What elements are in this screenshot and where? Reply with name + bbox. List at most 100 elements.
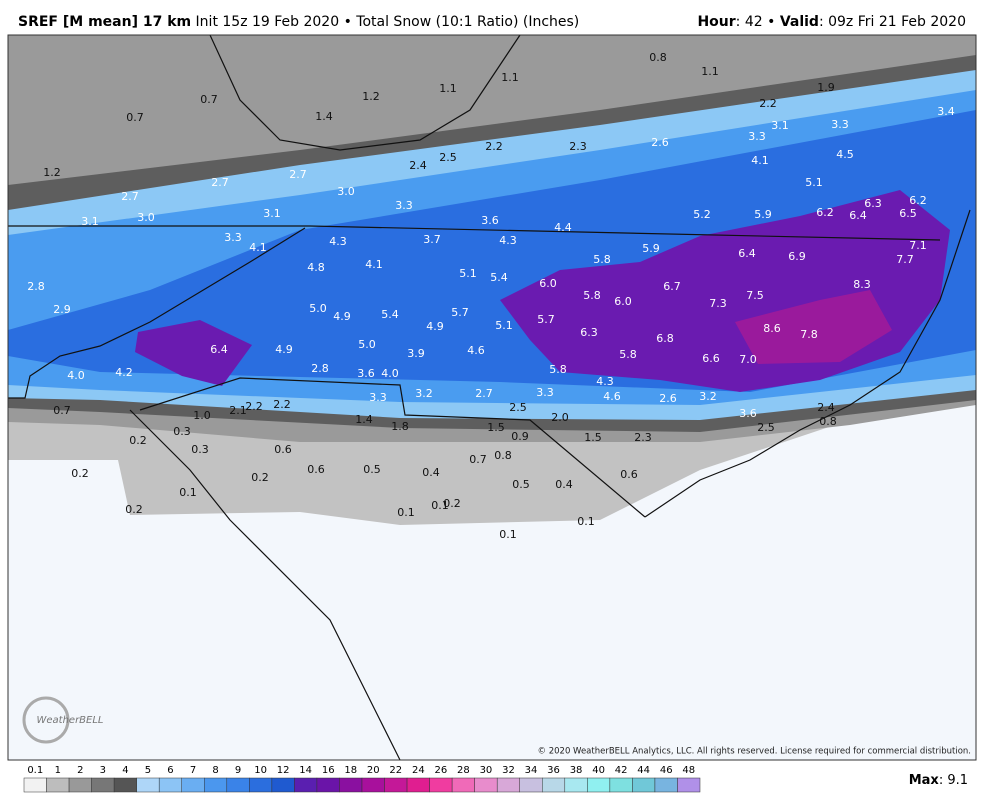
max-value: : 9.1 (939, 773, 968, 788)
snow-label: 5.7 (537, 313, 555, 326)
snow-label: 2.2 (759, 97, 777, 110)
scale-label: 1 (55, 765, 61, 776)
scale-cell (474, 777, 498, 793)
scale-label: 6 (167, 765, 173, 776)
scale-cell (406, 777, 430, 793)
snow-label: 4.3 (499, 234, 517, 247)
logo-swirl (22, 696, 70, 744)
scale-label: 22 (389, 765, 402, 776)
snow-label: 6.2 (816, 206, 834, 219)
scale-cell (564, 777, 588, 793)
scale-label: 12 (277, 765, 290, 776)
snow-label: 0.9 (511, 430, 529, 443)
max-text: Max: 9.1 (909, 773, 968, 788)
snow-label: 0.6 (307, 463, 325, 476)
snow-label: 5.4 (381, 308, 399, 321)
snow-label: 6.0 (614, 295, 632, 308)
snow-label: 0.1 (577, 515, 595, 528)
snow-label: 2.3 (634, 431, 652, 444)
header-left: SREF [M mean] 17 km Init 15z 19 Feb 2020… (18, 14, 579, 30)
copyright: © 2020 WeatherBELL Analytics, LLC. All r… (538, 747, 971, 757)
snow-label: 6.4 (738, 247, 756, 260)
snow-label: 2.7 (289, 168, 307, 181)
scale-cell (496, 777, 520, 793)
scale-cell (519, 777, 543, 793)
scale-label: 5 (145, 765, 151, 776)
snow-label: 2.4 (817, 401, 835, 414)
snow-label: 2.7 (211, 176, 229, 189)
snow-label: 0.8 (819, 415, 837, 428)
scale-cell (46, 777, 70, 793)
scale-cell (136, 777, 160, 793)
snow-label: 3.7 (423, 233, 441, 246)
scale-label: 46 (660, 765, 673, 776)
scale-label: 3 (100, 765, 106, 776)
scale-cell (113, 777, 137, 793)
snow-label: 0.1 (431, 499, 449, 512)
scale-cell (542, 777, 566, 793)
snow-label: 2.2 (485, 140, 503, 153)
snow-label: 4.0 (67, 369, 85, 382)
header: SREF [M mean] 17 km Init 15z 19 Feb 2020… (18, 14, 966, 30)
snow-label: 6.2 (909, 194, 927, 207)
snow-label: 0.1 (397, 506, 415, 519)
snow-label: 6.8 (656, 332, 674, 345)
snow-label: 1.2 (43, 166, 61, 179)
snow-label: 5.2 (693, 208, 711, 221)
border-va-wv (209, 34, 521, 151)
snow-label: 3.1 (81, 215, 99, 228)
snow-label: 5.4 (490, 271, 508, 284)
scale-cell (23, 777, 47, 793)
coastline (644, 209, 971, 518)
snow-label: 1.1 (439, 82, 457, 95)
snow-label: 4.8 (307, 261, 325, 274)
hour-label: Hour (697, 14, 735, 30)
snow-band-magenta (735, 290, 892, 364)
snow-label: 3.0 (137, 211, 155, 224)
scale-cell (316, 777, 340, 793)
scale-label: 7 (190, 765, 196, 776)
snow-label: 7.7 (896, 253, 914, 266)
snow-label: 5.8 (549, 363, 567, 376)
snow-label: 5.1 (459, 267, 477, 280)
map: 0.8 1.1 1.1 1.9 1.1 1.2 0.7 2.2 3.4 1.4 0.7 3.3 3.1 3… (7, 34, 977, 761)
snow-label: 0.5 (363, 463, 381, 476)
snow-label: 0.4 (555, 478, 573, 491)
state-borders (8, 34, 971, 761)
snow-label: 2.2 (273, 398, 291, 411)
valid-label: Valid (780, 14, 819, 30)
scale-cell (451, 777, 475, 793)
snow-label: 2.7 (121, 190, 139, 203)
snow-label: 3.3 (748, 130, 766, 143)
scale-label: 2 (77, 765, 83, 776)
snow-label: 4.3 (329, 235, 347, 248)
snow-label: 7.3 (709, 297, 727, 310)
snow-label: 2.3 (569, 140, 587, 153)
scale-cell (249, 777, 273, 793)
snow-label: 3.3 (224, 231, 242, 244)
scale-cell (654, 777, 678, 793)
snow-label: 6.4 (849, 209, 867, 222)
scale-cell (587, 777, 611, 793)
snow-label: 2.1 (229, 404, 247, 417)
snow-label: 6.3 (580, 326, 598, 339)
snow-label: 3.3 (536, 386, 554, 399)
scale-label: 4 (122, 765, 128, 776)
snow-label: 0.1 (499, 528, 517, 541)
scale-label: 8 (212, 765, 218, 776)
scale-cell (91, 777, 115, 793)
snow-label: 1.5 (584, 431, 602, 444)
snow-label: 1.1 (701, 65, 719, 78)
logo-text: WeatherBELL (36, 715, 103, 726)
border-nc-sc (139, 377, 646, 518)
snow-label: 0.1 (179, 486, 197, 499)
snow-label: 2.7 (475, 387, 493, 400)
hour: : 42 • (736, 14, 776, 30)
scale-label: 14 (299, 765, 312, 776)
scale-cell (632, 777, 656, 793)
snow-label: 4.1 (751, 154, 769, 167)
snow-label: 6.3 (864, 197, 882, 210)
snow-label: 2.8 (311, 362, 329, 375)
border-nc-va (8, 225, 941, 241)
